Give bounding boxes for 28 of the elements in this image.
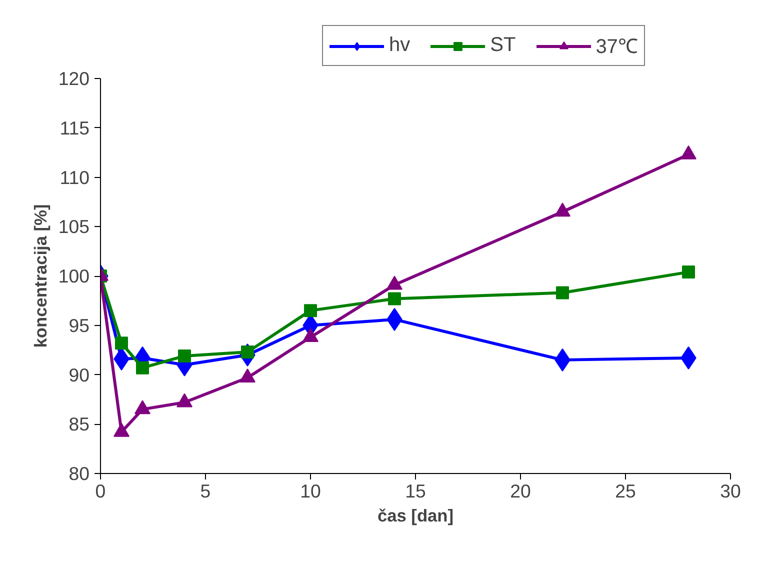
point <box>388 292 401 306</box>
x-axis-title: čas [dan] <box>377 506 454 526</box>
y-tick-label: 80 <box>68 463 90 484</box>
x-tick-label: 5 <box>200 480 211 502</box>
legend-label: 37℃ <box>596 35 638 59</box>
y-tick-label: 115 <box>60 117 90 138</box>
y-tick-label: 95 <box>68 314 90 336</box>
point <box>115 336 128 350</box>
x-tick-label: 30 <box>720 480 741 502</box>
legend-label: ST <box>490 34 516 57</box>
point <box>178 349 191 362</box>
point <box>682 266 695 279</box>
x-tick-label: 20 <box>510 480 531 502</box>
legend-label: hv <box>389 34 410 57</box>
point <box>136 361 149 374</box>
y-tick-label: 85 <box>68 414 90 435</box>
x-tick-label: 15 <box>405 480 426 502</box>
y-tick-label: 110 <box>60 166 90 188</box>
y-tick-label: 105 <box>58 216 90 238</box>
y-tick-label: 120 <box>58 68 90 89</box>
x-tick-label: 10 <box>300 480 321 502</box>
y-tick-label: 100 <box>58 266 90 286</box>
x-tick-label: 0 <box>95 480 106 502</box>
x-tick-label: 25 <box>615 480 636 502</box>
point <box>304 304 317 318</box>
point <box>556 286 569 300</box>
y-tick-label: 90 <box>68 364 90 386</box>
y-axis-title: koncentracija [%] <box>30 204 50 348</box>
